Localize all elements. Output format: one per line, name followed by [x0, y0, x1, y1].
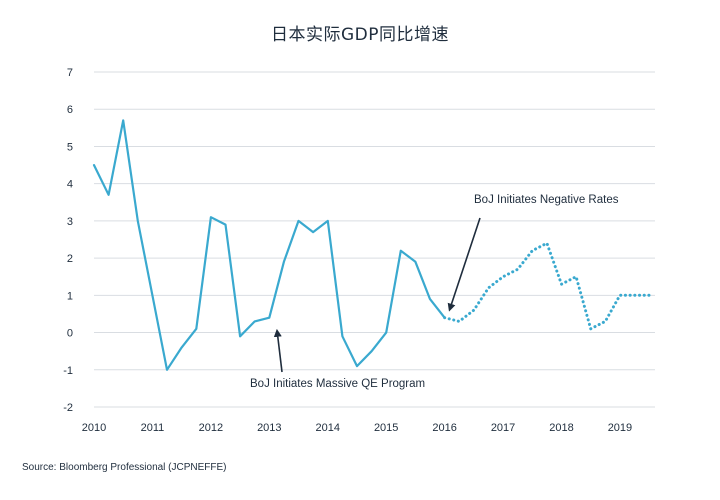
annotation-negative-rates: BoJ Initiates Negative Rates [474, 194, 619, 206]
y-tick-label: 2 [67, 253, 73, 265]
annotation-arrow [273, 328, 283, 373]
y-tick-label: 0 [67, 328, 73, 340]
annotation-massive-qe: BoJ Initiates Massive QE Program [250, 378, 425, 390]
x-tick-label: 2014 [316, 422, 340, 434]
annotation-arrow [447, 217, 481, 312]
source-note: Source: Bloomberg Professional (JCPNEFFE… [22, 462, 227, 473]
y-tick-label: -1 [63, 365, 73, 377]
gridlines [94, 71, 655, 408]
x-tick-label: 2013 [257, 422, 281, 434]
y-tick-label: 4 [67, 179, 73, 191]
x-tick-label: 2011 [141, 422, 165, 434]
y-tick-label: -2 [63, 402, 73, 414]
y-tick-label: 5 [67, 141, 73, 153]
series-lines [92, 119, 651, 371]
y-tick-label: 3 [67, 216, 73, 228]
x-tick-label: 2019 [608, 422, 632, 434]
x-tick-label: 2017 [491, 422, 515, 434]
y-tick-label: 7 [67, 67, 73, 79]
x-tick-label: 2015 [374, 422, 398, 434]
x-tick-label: 2016 [432, 422, 456, 434]
y-tick-label: 6 [67, 104, 73, 116]
x-tick-label: 2010 [82, 422, 106, 434]
actual-line [92, 119, 446, 371]
x-tick-label: 2012 [199, 422, 223, 434]
x-tick-label: 2018 [549, 422, 573, 434]
annotations: BoJ Initiates Negative Rates BoJ Initiate… [250, 194, 619, 390]
x-axis-ticks: 2010 2011 2012 2013 2014 2015 2016 2017 2018 2019 [82, 422, 632, 434]
y-tick-label: 1 [67, 290, 73, 302]
forecast-line [443, 241, 651, 331]
y-axis-ticks: -2 -1 0 1 2 3 4 5 6 7 [63, 67, 73, 414]
chart-title: 日本实际GDP同比增速 [270, 25, 449, 45]
